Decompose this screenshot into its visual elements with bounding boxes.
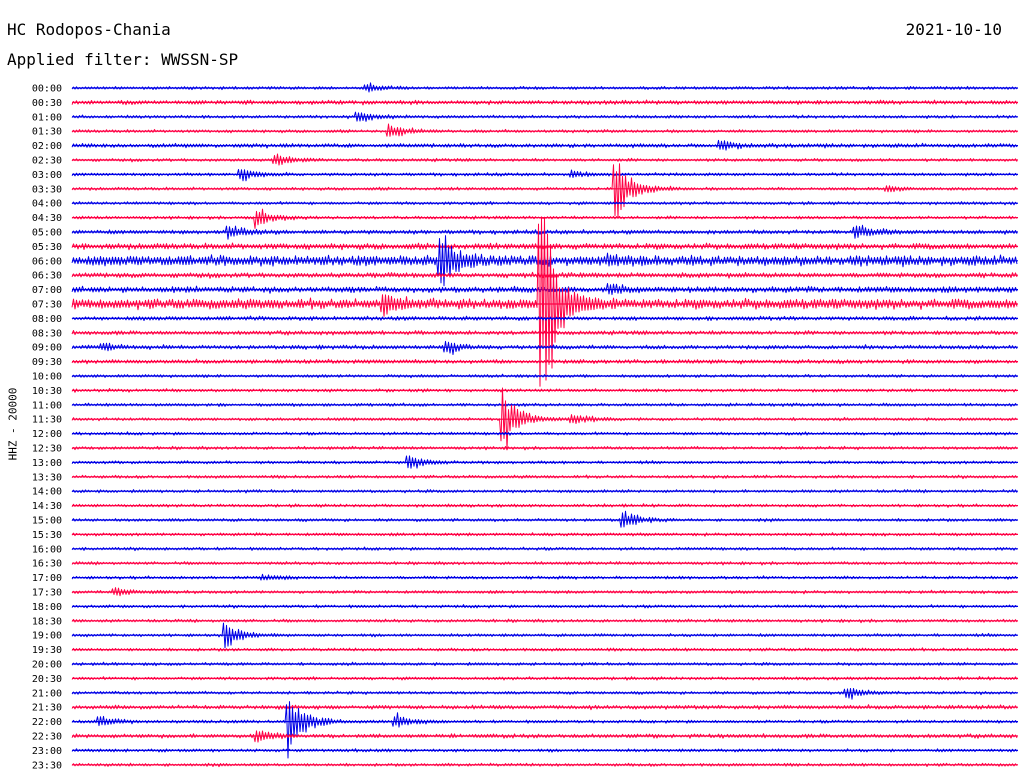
row-time-label: 21:30 <box>32 703 62 714</box>
seismic-trace-1000 <box>71 373 1018 379</box>
row-time-label: 01:30 <box>32 127 62 138</box>
row-time-label: 04:00 <box>32 199 62 210</box>
seismic-trace-0830 <box>71 330 1018 336</box>
row-time-label: 20:00 <box>32 660 62 671</box>
seismic-trace-0030 <box>71 99 1018 106</box>
seismic-trace-1530 <box>71 532 1018 537</box>
seismic-trace-1100 <box>71 402 1018 408</box>
seismic-trace-1930 <box>71 647 1018 652</box>
row-time-label: 09:00 <box>32 343 62 354</box>
row-time-label: 07:00 <box>32 285 62 296</box>
row-time-label: 09:30 <box>32 357 62 368</box>
row-time-label: 03:30 <box>32 184 62 195</box>
row-time-label: 02:00 <box>32 141 62 152</box>
record-date: 2021-10-10 <box>905 20 1002 39</box>
row-time-label: 17:00 <box>32 573 62 584</box>
row-time-label: 15:30 <box>32 530 62 541</box>
row-time-label: 13:00 <box>32 458 62 469</box>
seismic-trace-0800 <box>71 315 1018 322</box>
seismic-trace-1200 <box>71 431 1018 436</box>
row-time-label: 08:30 <box>32 328 62 339</box>
seismic-trace-1830 <box>71 618 1018 624</box>
row-label-group: 00:00 00:30 01:00 01:30 02:00 02:30 03:00 03:30… <box>32 84 62 772</box>
row-time-label: 21:00 <box>32 688 62 699</box>
row-time-label: 13:30 <box>32 472 62 483</box>
seismic-trace-1500 <box>71 510 1018 528</box>
row-time-label: 17:30 <box>32 588 62 599</box>
seismic-trace-1730 <box>71 587 1018 597</box>
seismic-trace-0100 <box>71 111 1018 122</box>
seismic-trace-1630 <box>71 561 1018 566</box>
trace-group <box>71 82 1018 768</box>
row-time-label: 01:00 <box>32 112 62 123</box>
row-time-label: 16:00 <box>32 544 62 555</box>
row-time-label: 07:30 <box>32 300 62 311</box>
seismic-trace-2330 <box>71 762 1018 768</box>
row-time-label: 15:00 <box>32 516 62 527</box>
seismic-trace-2200 <box>71 701 1018 759</box>
seismic-trace-0130 <box>71 123 1018 137</box>
row-time-label: 20:30 <box>32 674 62 685</box>
row-time-label: 19:00 <box>32 631 62 642</box>
row-time-label: 06:00 <box>32 256 62 267</box>
row-time-label: 02:30 <box>32 156 62 167</box>
row-time-label: 14:30 <box>32 501 62 512</box>
row-time-label: 10:00 <box>32 372 62 383</box>
row-time-label: 06:30 <box>32 271 62 282</box>
seismic-trace-0300 <box>71 169 1018 182</box>
seismic-trace-0900 <box>71 340 1018 355</box>
seismic-trace-1800 <box>71 604 1018 609</box>
row-time-label: 12:00 <box>32 429 62 440</box>
row-time-label: 10:30 <box>32 386 62 397</box>
row-time-label: 23:00 <box>32 746 62 757</box>
station-title: HC Rodopos-Chania <box>7 20 171 39</box>
seismic-trace-1300 <box>71 455 1018 469</box>
seismic-trace-0330 <box>71 163 1018 218</box>
seismic-trace-0200 <box>71 139 1018 151</box>
seismic-trace-1900 <box>71 622 1018 649</box>
row-time-label: 22:00 <box>32 717 62 728</box>
row-time-label: 18:00 <box>32 602 62 613</box>
seismic-trace-2130 <box>71 704 1018 711</box>
row-time-label: 05:30 <box>32 242 62 253</box>
seismic-trace-0630 <box>71 271 1018 279</box>
seismic-trace-1030 <box>71 388 1018 393</box>
row-time-label: 22:30 <box>32 732 62 743</box>
seismic-trace-1130 <box>71 387 1018 451</box>
seismic-trace-1700 <box>71 573 1018 581</box>
row-time-label: 03:00 <box>32 170 62 181</box>
seismic-trace-0230 <box>71 153 1018 166</box>
seismic-trace-0400 <box>71 201 1018 206</box>
seismic-trace-2100 <box>71 688 1018 700</box>
row-time-label: 11:00 <box>32 400 62 411</box>
row-time-label: 00:00 <box>32 84 62 95</box>
row-time-label: 14:00 <box>32 487 62 498</box>
row-time-label: 00:30 <box>32 98 62 109</box>
row-time-label: 08:00 <box>32 314 62 325</box>
seismic-trace-0730 <box>71 217 1018 387</box>
seismic-trace-0700 <box>71 283 1018 296</box>
row-time-label: 19:30 <box>32 645 62 656</box>
seismic-trace-2230 <box>71 730 1018 743</box>
seismic-trace-2300 <box>71 748 1018 753</box>
seismic-trace-0930 <box>71 358 1018 365</box>
row-time-label: 18:30 <box>32 616 62 627</box>
row-time-label: 11:30 <box>32 415 62 426</box>
filter-label: Applied filter: WWSSN-SP <box>7 50 239 69</box>
seismic-trace-1330 <box>71 474 1018 480</box>
row-time-label: 12:30 <box>32 444 62 455</box>
row-time-label: 16:30 <box>32 559 62 570</box>
row-time-label: 04:30 <box>32 213 62 224</box>
seismic-trace-2030 <box>71 676 1018 681</box>
row-time-label: 23:30 <box>32 760 62 771</box>
row-time-label: 05:00 <box>32 228 62 239</box>
